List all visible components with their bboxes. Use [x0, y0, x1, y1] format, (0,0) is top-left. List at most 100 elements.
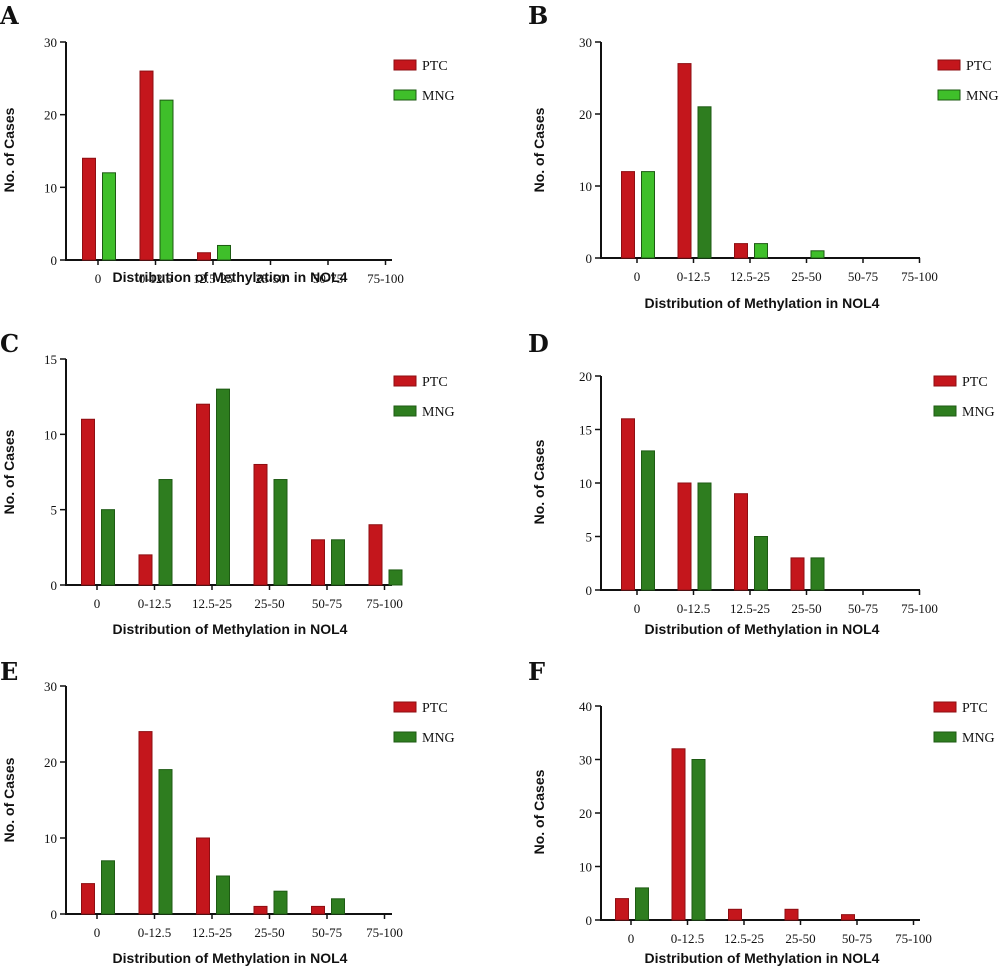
- legend-label-mng: MNG: [422, 731, 455, 746]
- x-tick-label: 12.5-25: [193, 271, 233, 286]
- bar-mng-1: [158, 769, 173, 915]
- chart-panel-e: E 0 10 20 30 0 0-12.5 12.5-25 25-50 50-75 75-100 Di…: [0, 657, 455, 966]
- panel-letter: B: [528, 1, 548, 30]
- panel-letter: C: [0, 329, 19, 358]
- chart-panel-a: A 0 10 20 30 0 0-12.5 12.5-25 25-50 50-75 75-100 Di…: [0, 1, 455, 286]
- legend: PTC MNG: [933, 701, 995, 746]
- bar-ptc-1: [138, 554, 153, 586]
- y-tick-label: 5: [586, 530, 593, 545]
- bar-ptc-3: [253, 463, 268, 586]
- bar-ptc-4: [311, 905, 325, 915]
- legend-swatch-mng: [937, 89, 961, 101]
- bar-mng-0: [635, 887, 649, 921]
- x-tick-label: 75-100: [366, 596, 403, 611]
- legend: PTC MNG: [393, 701, 455, 746]
- legend-label-ptc: PTC: [422, 59, 448, 74]
- x-tick-label: 50-75: [848, 601, 878, 616]
- legend-swatch-ptc: [393, 375, 417, 387]
- bar-ptc-2: [196, 837, 210, 915]
- x-tick-label: 0: [634, 601, 641, 616]
- bar-mng-2: [216, 875, 230, 915]
- x-tick-label: 25-50: [791, 269, 821, 284]
- legend-swatch-ptc: [933, 701, 957, 713]
- legend-label-mng: MNG: [966, 89, 999, 104]
- x-tick-label: 12.5-25: [730, 601, 770, 616]
- bar-mng-2: [216, 388, 230, 586]
- x-tick-label: 75-100: [895, 931, 932, 946]
- y-tick-label: 20: [44, 108, 57, 123]
- bar-ptc-3: [784, 908, 799, 921]
- bar-ptc-0: [621, 171, 635, 259]
- legend-label-ptc: PTC: [422, 375, 448, 390]
- x-tick-label: 12.5-25: [724, 931, 764, 946]
- bar-ptc-0: [82, 157, 96, 261]
- y-tick-label: 0: [51, 907, 58, 922]
- bar-mng-2: [754, 536, 768, 591]
- bar-ptc-2: [197, 252, 211, 261]
- y-tick-label: 20: [579, 369, 592, 384]
- y-tick-label: 30: [579, 35, 592, 50]
- y-tick-label: 0: [51, 578, 58, 593]
- x-tick-label: 50-75: [312, 925, 342, 940]
- x-axis-title: Distribution of Methylation in NOL4: [645, 950, 880, 966]
- x-tick-label: 12.5-25: [192, 596, 232, 611]
- bar-mng-4: [331, 539, 345, 586]
- bar-mng-4: [331, 898, 345, 915]
- bar-ptc-1: [139, 70, 154, 261]
- bar-ptc-0: [81, 418, 95, 586]
- y-tick-label: 0: [586, 913, 593, 928]
- x-tick-label: 50-75: [842, 931, 872, 946]
- y-tick-label: 20: [579, 806, 592, 821]
- chart-panel-d: D 0 5 10 15 20 0 0-12.5 12.5-25 25-50 50-75 75-100 D…: [528, 329, 995, 637]
- legend-swatch-ptc: [937, 59, 961, 71]
- bar-mng-3: [273, 479, 288, 586]
- bar-ptc-2: [196, 403, 210, 586]
- x-tick-label: 0-12.5: [138, 925, 172, 940]
- y-tick-label: 5: [51, 503, 58, 518]
- legend-swatch-mng: [933, 405, 957, 417]
- x-tick-label: 0-12.5: [671, 931, 705, 946]
- x-tick-label: 12.5-25: [730, 269, 770, 284]
- x-axis-title: Distribution of Methylation in NOL4: [113, 269, 348, 285]
- x-tick-label: 75-100: [901, 269, 938, 284]
- y-tick-label: 10: [44, 831, 57, 846]
- x-tick-label: 25-50: [791, 601, 821, 616]
- legend-label-ptc: PTC: [422, 701, 448, 716]
- legend-label-ptc: PTC: [966, 59, 992, 74]
- legend: PTC MNG: [393, 59, 455, 104]
- y-axis-title: No. of Cases: [531, 769, 547, 854]
- bar-mng-1: [159, 99, 174, 261]
- legend-label-mng: MNG: [962, 405, 995, 420]
- legend-label-mng: MNG: [422, 405, 455, 420]
- x-tick-label: 75-100: [366, 925, 403, 940]
- y-tick-label: 0: [51, 253, 58, 268]
- x-tick-label: 75-100: [367, 271, 404, 286]
- bar-mng-3: [810, 250, 825, 259]
- legend: PTC MNG: [393, 375, 455, 420]
- bar-ptc-2: [734, 243, 748, 259]
- y-axis-title: No. of Cases: [1, 429, 17, 514]
- x-tick-label: 12.5-25: [192, 925, 232, 940]
- bar-ptc-1: [138, 731, 153, 915]
- y-axis-title: No. of Cases: [1, 757, 17, 842]
- x-tick-label: 50-75: [312, 596, 342, 611]
- y-tick-label: 10: [579, 476, 592, 491]
- y-tick-label: 0: [586, 251, 593, 266]
- y-tick-label: 0: [586, 583, 593, 598]
- bar-mng-1: [158, 479, 173, 586]
- bar-ptc-2: [728, 908, 742, 921]
- y-tick-label: 10: [44, 180, 57, 195]
- legend-swatch-ptc: [393, 701, 417, 713]
- y-tick-label: 10: [44, 427, 57, 442]
- bar-mng-3: [273, 890, 288, 915]
- legend-label-ptc: PTC: [962, 375, 988, 390]
- y-tick-label: 30: [579, 753, 592, 768]
- x-tick-label: 0-12.5: [677, 601, 711, 616]
- legend-label-mng: MNG: [422, 89, 455, 104]
- x-tick-label: 0: [94, 596, 101, 611]
- x-tick-label: 0: [94, 925, 101, 940]
- bar-mng-0: [641, 450, 655, 591]
- y-tick-label: 15: [44, 352, 57, 367]
- x-tick-label: 0: [634, 269, 641, 284]
- y-tick-label: 10: [579, 860, 592, 875]
